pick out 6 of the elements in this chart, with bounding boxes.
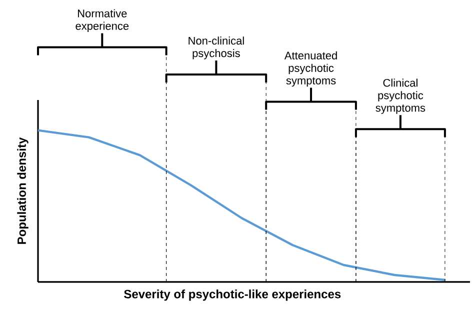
text: Non-clinical psychosis (188, 36, 244, 60)
text: Normative experience (76, 9, 129, 32)
text: Clinical psychotic symptoms (376, 78, 426, 114)
text: Attenuated psychotic symptoms (284, 51, 337, 87)
y-axis-title: Population density (17, 137, 28, 244)
x-axis-title: Severity of psychotic-like experiences (124, 290, 341, 301)
